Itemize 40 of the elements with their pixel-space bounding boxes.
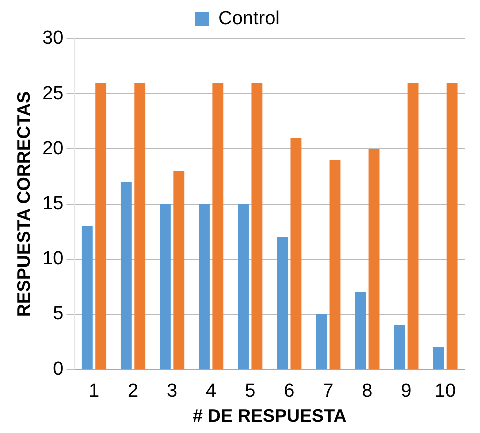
x-tick-label: 4: [206, 381, 218, 402]
bar: [394, 326, 406, 370]
x-tick-label: 2: [128, 381, 139, 402]
x-tick-label: 5: [245, 381, 256, 402]
bar: [160, 204, 171, 370]
bar: [446, 83, 458, 370]
y-tick-label: 30: [42, 28, 64, 50]
x-tick-label: 1: [88, 381, 100, 402]
bar: [174, 171, 185, 370]
bar: [368, 149, 380, 370]
x-tick-label: 7: [323, 381, 334, 402]
bar: [120, 182, 132, 370]
y-tick-label: 20: [42, 138, 64, 160]
bar: [212, 83, 224, 370]
x-tick-label: 6: [284, 381, 295, 402]
bar: [290, 138, 302, 370]
x-tick-label: 3: [167, 381, 178, 402]
y-axis-title: RESPUESTA CORRECTAS: [14, 91, 34, 318]
bar: [433, 348, 444, 370]
bar: [134, 83, 146, 370]
y-tick-label: 15: [42, 194, 64, 215]
y-tick-label: 5: [53, 304, 64, 325]
bar: [96, 83, 107, 370]
bar: [408, 83, 419, 370]
bar: [330, 160, 341, 370]
y-tick-label: 0: [53, 358, 64, 380]
bar: [82, 226, 93, 370]
bar: [252, 83, 263, 370]
x-tick-label: 8: [362, 381, 373, 402]
bar: [199, 204, 210, 370]
bar: [355, 292, 366, 370]
legend-label: Control: [218, 8, 280, 30]
x-tick-label: 10: [434, 381, 456, 402]
bar: [277, 237, 288, 370]
x-axis-title: # DE RESPUESTA: [193, 406, 347, 426]
y-tick-label: 10: [42, 248, 64, 270]
y-tick-label: 25: [42, 83, 64, 104]
x-tick-label: 9: [401, 381, 412, 402]
bar: [238, 204, 249, 370]
bar: [316, 314, 328, 370]
